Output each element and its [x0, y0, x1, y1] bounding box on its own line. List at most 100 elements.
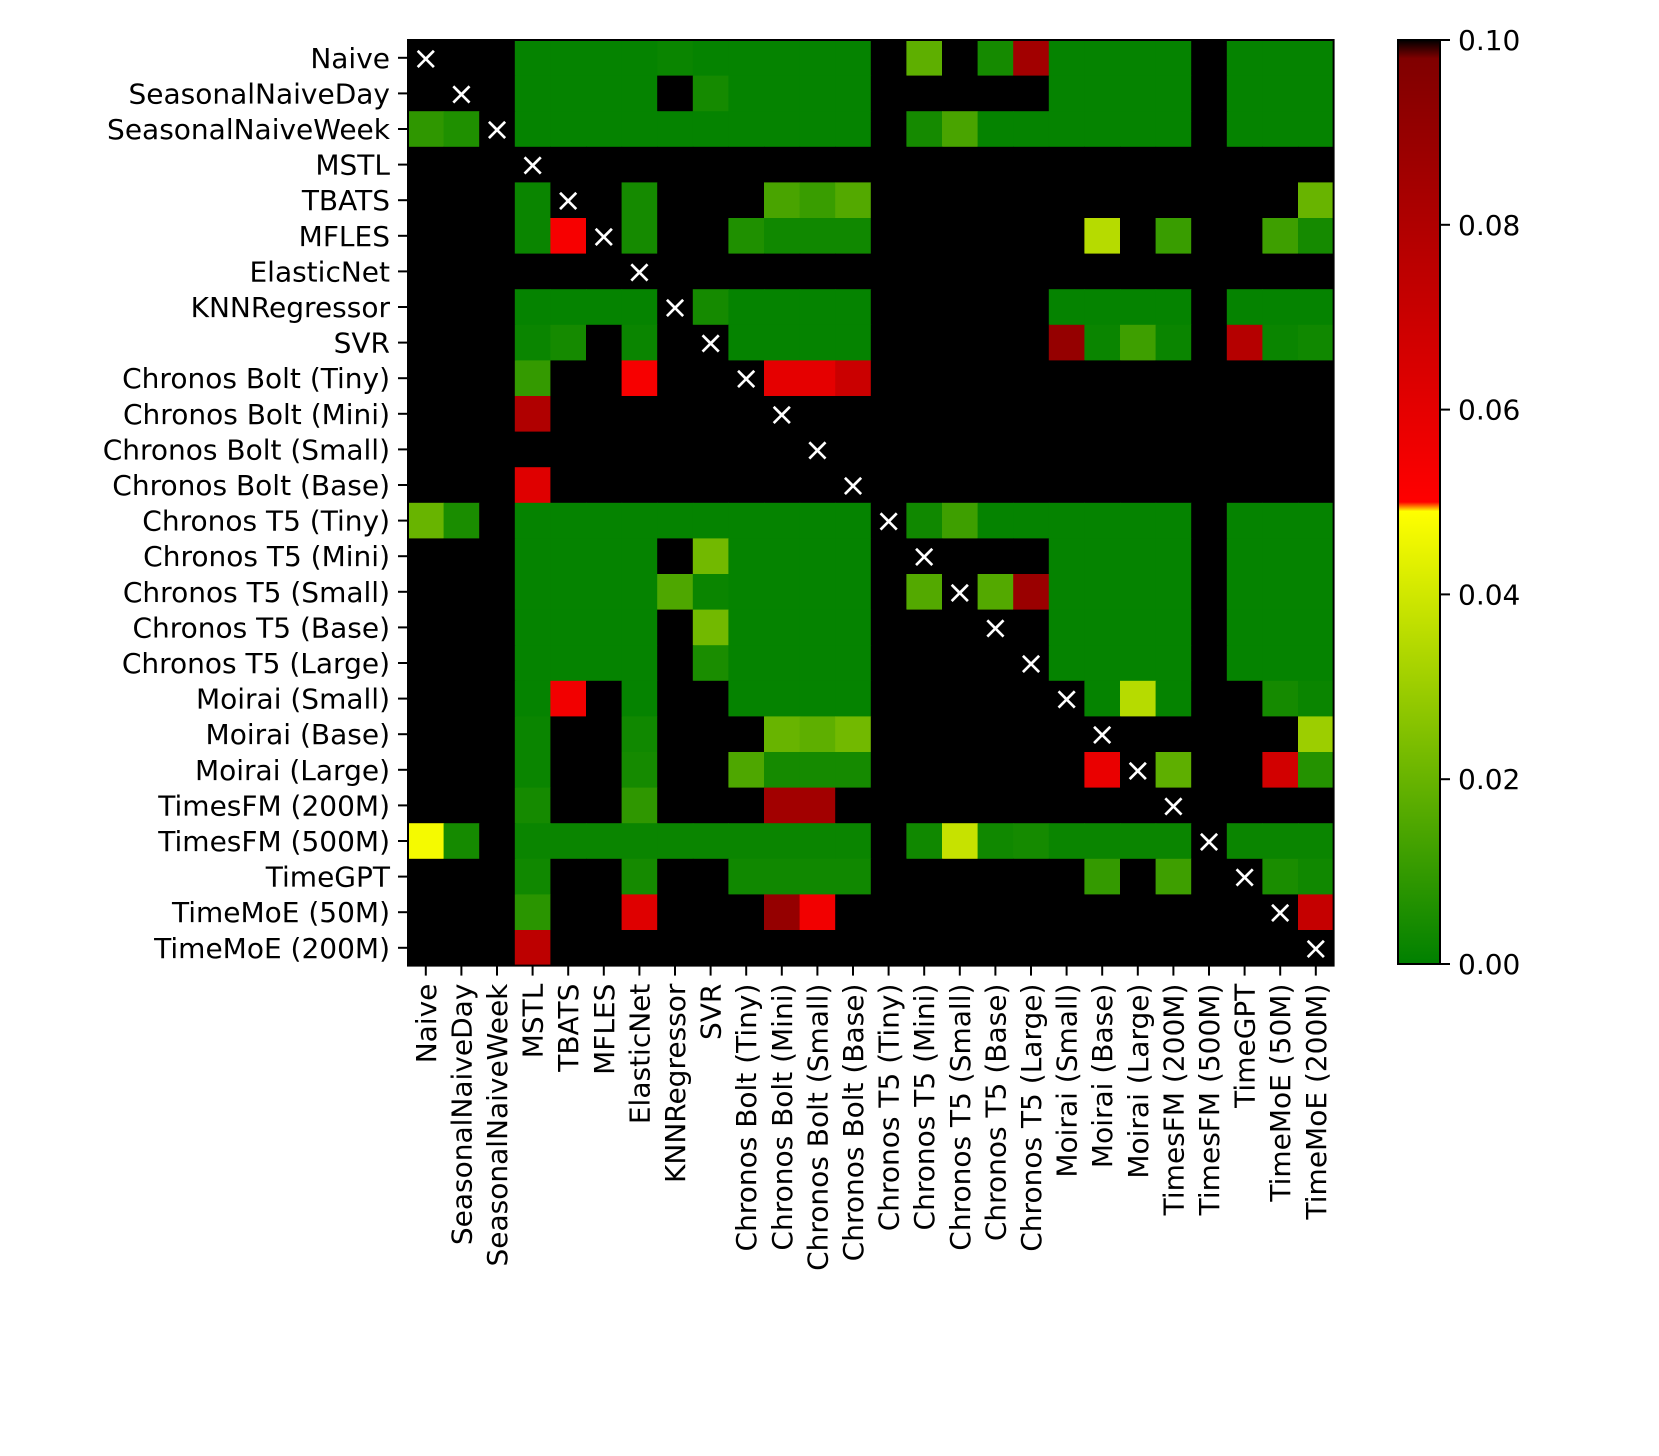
heatmap-cell: [1191, 645, 1228, 682]
heatmap-cell: [1226, 787, 1263, 824]
x-axis: Naive SeasonalNaiveDay SeasonalNaiveWeek MS…: [410, 965, 1333, 1271]
heatmap-cell: [764, 894, 801, 931]
heatmap-cell: [942, 75, 979, 112]
heatmap-cell: [692, 894, 729, 931]
heatmap-cell: [514, 574, 551, 611]
heatmap-cell: [728, 467, 765, 504]
heatmap-cell: [942, 538, 979, 575]
heatmap-cell: [479, 289, 516, 326]
heatmap-cell: [1226, 40, 1263, 77]
heatmap-cell: [835, 467, 872, 504]
heatmap-cell: [870, 823, 907, 860]
x-tick-label: KNNRegressor: [659, 983, 692, 1183]
heatmap-cell: [1298, 467, 1335, 504]
heatmap-cell: [443, 360, 480, 397]
heatmap-cell: [942, 182, 979, 219]
y-tick-label: TimesFM (200M): [157, 789, 390, 822]
y-tick-label: TimeMoE (50M): [171, 896, 390, 929]
heatmap-cell: [1013, 75, 1050, 112]
heatmap-cell: [657, 894, 694, 931]
heatmap-cell: [514, 894, 551, 931]
x-tick-label: ElasticNet: [623, 984, 656, 1125]
heatmap-cell: [942, 752, 979, 789]
heatmap-cell: [621, 716, 658, 753]
heatmap-cell: [1120, 609, 1157, 646]
heatmap-cell: [728, 645, 765, 682]
heatmap-cell: [835, 289, 872, 326]
x-tick-label: Chronos T5 (Mini): [908, 984, 941, 1231]
y-tick-label: Naive: [310, 42, 390, 75]
heatmap-cell: [799, 752, 836, 789]
heatmap-cell: [870, 930, 907, 967]
heatmap-cell: [870, 289, 907, 326]
heatmap-cell: [1155, 75, 1192, 112]
heatmap-cell: [1191, 858, 1228, 895]
x-tick-label: Chronos T5 (Large): [1015, 984, 1048, 1252]
heatmap-cell: [906, 930, 943, 967]
heatmap-cell: [1298, 182, 1335, 219]
heatmap-cell: [942, 146, 979, 183]
heatmap-cell: [1226, 752, 1263, 789]
heatmap-cell: [550, 645, 587, 682]
heatmap-cell: [977, 930, 1014, 967]
heatmap-cell: [1120, 716, 1157, 753]
heatmap-cell: [443, 182, 480, 219]
heatmap-cell: [621, 253, 658, 290]
heatmap-cell: [906, 467, 943, 504]
heatmap-cell: [799, 431, 836, 468]
heatmap-cell: [1191, 930, 1228, 967]
heatmap-cell: [870, 716, 907, 753]
heatmap-cell: [799, 324, 836, 361]
diagonal-marker: ×: [1124, 751, 1151, 789]
heatmap-cell: [835, 787, 872, 824]
heatmap-cell: [906, 111, 943, 148]
heatmap-cell: [586, 146, 623, 183]
heatmap-cell: [1013, 502, 1050, 539]
heatmap-cell: [1013, 40, 1050, 77]
heatmap-cell: [1120, 146, 1157, 183]
heatmap-cell: [1262, 574, 1299, 611]
heatmap-cell: [692, 396, 729, 433]
heatmap-cell: [1155, 253, 1192, 290]
heatmap-cell: [1226, 609, 1263, 646]
heatmap-cell: [514, 502, 551, 539]
heatmap-cell: [1155, 752, 1192, 789]
heatmap-cell: [1084, 218, 1121, 255]
heatmap-cell: [657, 75, 694, 112]
heatmap-cell: [1120, 680, 1157, 717]
colorbar-tick-label: 0.06: [1458, 394, 1520, 427]
heatmap-cell: [870, 609, 907, 646]
heatmap-cell: [1120, 823, 1157, 860]
heatmap-cell: [1191, 111, 1228, 148]
heatmap-cell: [1013, 894, 1050, 931]
heatmap-cell: [977, 716, 1014, 753]
heatmap-cell: [906, 787, 943, 824]
heatmap-cell: [1084, 182, 1121, 219]
heatmap-cell: [942, 858, 979, 895]
diagonal-marker: ×: [946, 573, 973, 611]
heatmap-cell: [1155, 360, 1192, 397]
heatmap-cell: [728, 609, 765, 646]
heatmap-cell: [657, 253, 694, 290]
heatmap-cell: [514, 645, 551, 682]
heatmap-cell: [692, 111, 729, 148]
heatmap-cell: [408, 218, 445, 255]
heatmap-cell: [942, 218, 979, 255]
heatmap-cell: [1226, 75, 1263, 112]
heatmap-cell: [443, 787, 480, 824]
heatmap-cell: [1298, 360, 1335, 397]
heatmap-cell: [977, 360, 1014, 397]
heatmap-cell: [657, 431, 694, 468]
heatmap-cell: [835, 823, 872, 860]
heatmap-cell: [1120, 360, 1157, 397]
heatmap-cell: [1155, 289, 1192, 326]
heatmap-cell: [586, 538, 623, 575]
heatmap-cell: [1084, 502, 1121, 539]
heatmap-cell: [550, 396, 587, 433]
heatmap-cell: [1048, 111, 1085, 148]
heatmap-cell: [977, 396, 1014, 433]
y-tick-label: Chronos T5 (Small): [123, 576, 390, 609]
heatmap-cell: [692, 360, 729, 397]
heatmap-cell: [906, 75, 943, 112]
heatmap-cell: [692, 609, 729, 646]
